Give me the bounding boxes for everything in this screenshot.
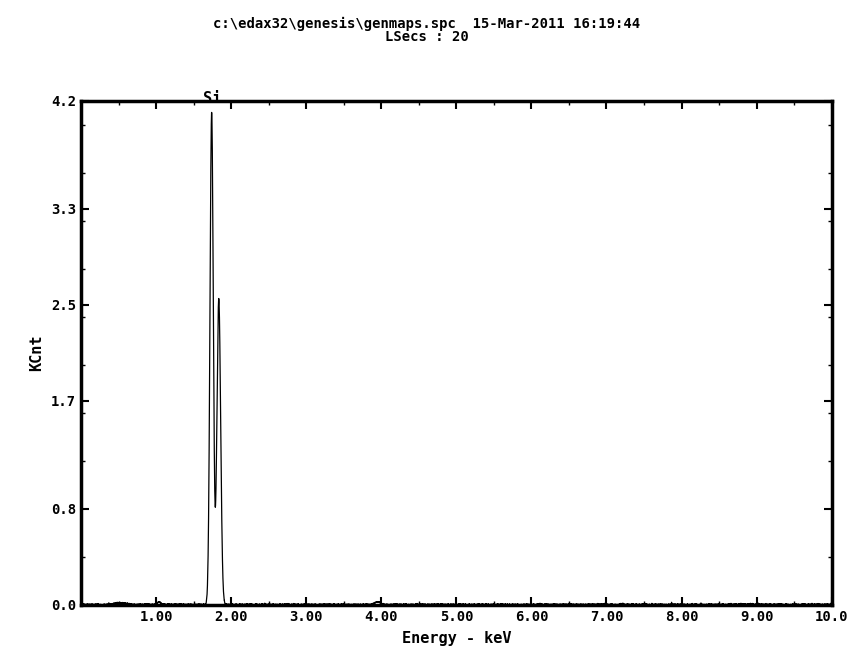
Text: c:\edax32\genesis\genmaps.spc  15-Mar-2011 16:19:44: c:\edax32\genesis\genmaps.spc 15-Mar-201… [213, 17, 639, 31]
Text: LSecs : 20: LSecs : 20 [384, 30, 468, 44]
Text: Si: Si [202, 91, 221, 106]
Y-axis label: KCnt: KCnt [29, 335, 44, 371]
X-axis label: Energy - keV: Energy - keV [401, 630, 510, 646]
